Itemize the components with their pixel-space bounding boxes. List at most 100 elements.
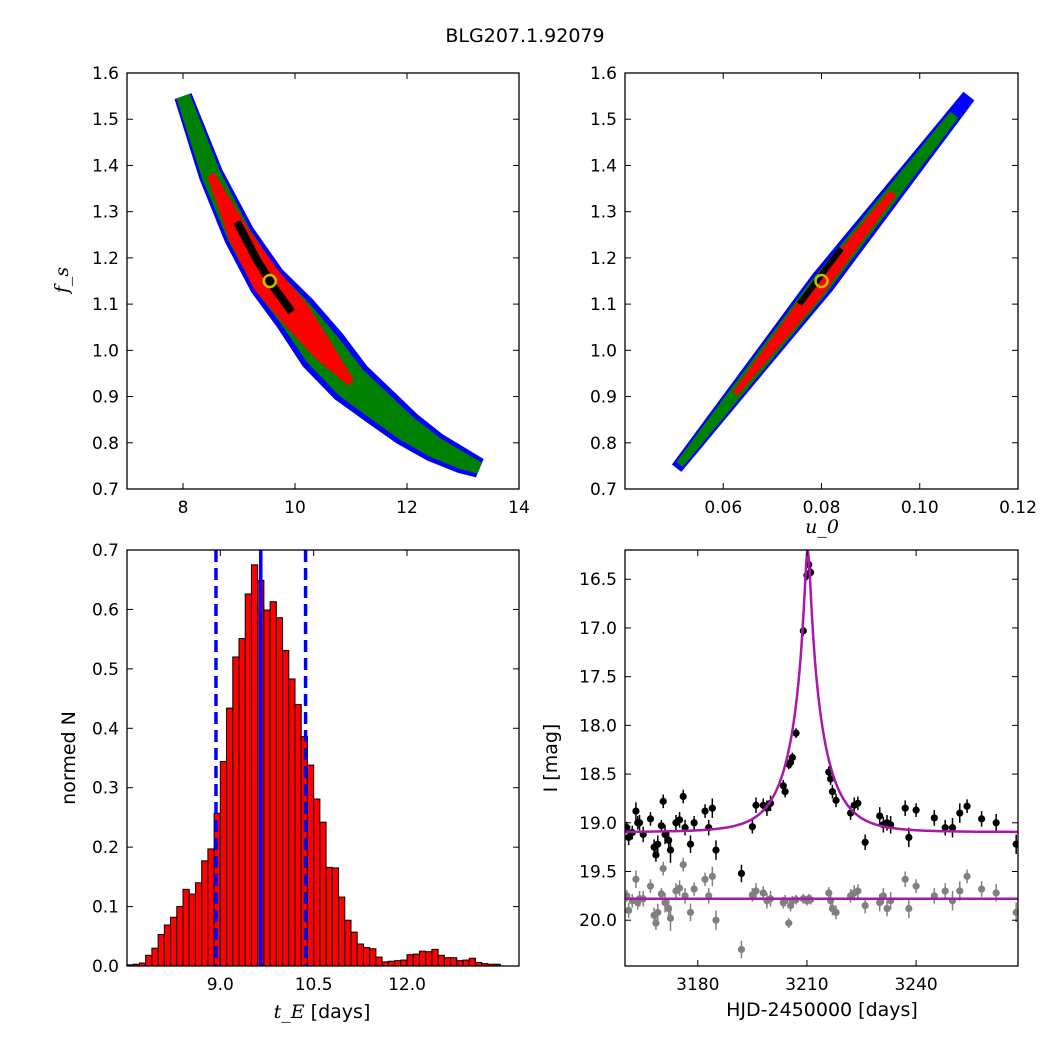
- primary-point: [828, 788, 837, 796]
- secondary-point: [625, 906, 633, 915]
- histogram-bar: [456, 960, 464, 967]
- panel-light-curve: 3180 3210 3240 16.5 17.0 17.5 18.0 18.5 19.0 19.5…: [540, 549, 1019, 1021]
- primary-point: [737, 869, 746, 878]
- secondary-point: [1012, 908, 1018, 917]
- region-outer: [174, 93, 484, 478]
- histogram-bar: [406, 954, 414, 967]
- panel-1-ytick-label: 1.0: [590, 341, 617, 361]
- histogram-bar: [412, 953, 420, 967]
- panel-1-xtick-label: 0.10: [901, 498, 939, 518]
- panel-1-ytick-label: 1.4: [590, 156, 617, 176]
- histogram-bar: [263, 609, 271, 967]
- panel-0-ytick-label: 1.2: [92, 249, 119, 269]
- primary-point: [901, 804, 909, 812]
- histogram-bar: [207, 848, 215, 967]
- panel-te-histogram-ylabel: normed N: [58, 711, 80, 805]
- panel-2-ytick-label: 0.7: [92, 541, 119, 561]
- best-fit-marker: [814, 273, 829, 289]
- panel-fs-vs-te-ylabel: f_s: [51, 267, 73, 296]
- secondary-point: [679, 861, 687, 869]
- secondary-point: [657, 890, 665, 898]
- secondary-point: [652, 919, 660, 927]
- secondary-point: [675, 884, 684, 892]
- histogram-bar: [219, 761, 228, 967]
- panel-2-xtick-label: 10.5: [295, 975, 333, 995]
- secondary-point: [632, 875, 640, 883]
- model-curve: [625, 550, 1018, 834]
- histogram-bar: [282, 649, 290, 967]
- secondary-point: [992, 889, 1000, 897]
- panel-2-ytick-label: 0.6: [92, 600, 119, 620]
- panel-1-xtick-label: 0.06: [704, 498, 742, 518]
- histogram-bar: [313, 798, 321, 967]
- panel-0-xtick-label: 10: [284, 498, 306, 518]
- histogram-bar: [201, 860, 209, 967]
- panel-1-ytick-label: 1.2: [590, 249, 617, 269]
- primary-point: [635, 819, 644, 827]
- histogram-bar: [170, 916, 178, 967]
- histogram-bar: [356, 943, 364, 967]
- panel-2-ytick-label: 0.0: [92, 957, 119, 977]
- histogram-bar: [151, 947, 159, 967]
- secondary-point: [686, 908, 695, 917]
- secondary-point: [883, 904, 891, 913]
- panel-3-ytick-label: 19.5: [579, 862, 617, 882]
- histogram-bar: [194, 882, 203, 967]
- histogram-bar: [163, 924, 172, 967]
- panel-0-xtick-label: 8: [178, 498, 189, 518]
- panel-0-ytick-label: 1.1: [92, 295, 119, 315]
- figure-title: BLG207.1.92079: [445, 25, 604, 47]
- panel-1-ytick-label: 1.6: [590, 64, 617, 84]
- histogram-bar: [338, 896, 346, 967]
- primary-point: [654, 840, 662, 848]
- panel-0-ytick-label: 1.5: [92, 110, 119, 130]
- panel-1-ytick-label: 1.3: [590, 203, 617, 223]
- panel-2-xtick-label: 9.0: [207, 975, 234, 995]
- primary-point: [788, 753, 796, 762]
- primary-point: [941, 824, 949, 832]
- histogram-bar: [431, 948, 439, 967]
- histogram-bar: [275, 617, 284, 967]
- histogram-bar: [394, 960, 402, 967]
- histogram-bar: [176, 906, 184, 967]
- panel-1-ytick-label: 1.5: [590, 110, 617, 130]
- primary-point: [1012, 840, 1018, 848]
- primary-point: [861, 838, 869, 846]
- panel-light-curve-plot: 3180 3210 3240 16.5 17.0 17.5 18.0 18.5 19.0 19.5…: [579, 549, 1019, 995]
- panel-3-ytick-label: 17.0: [579, 619, 617, 639]
- panel-2-frame: [126, 549, 520, 967]
- panel-3-ytick-label: 18.0: [579, 716, 617, 736]
- secondary-point: [690, 885, 698, 893]
- secondary-point: [978, 885, 986, 893]
- primary-point: [659, 797, 667, 805]
- panel-1-ytick-label: 0.9: [590, 388, 617, 408]
- panel-0-ytick-label: 1.4: [92, 156, 119, 176]
- secondary-point: [701, 875, 709, 883]
- primary-point: [912, 806, 920, 814]
- histogram-bar: [288, 678, 296, 967]
- histogram-bar: [226, 707, 234, 967]
- histogram-bar: [331, 867, 340, 967]
- histogram-bar: [213, 812, 221, 967]
- histogram-bar: [188, 893, 196, 967]
- panel-light-curve-xlabel: HJD-2450000 [days]: [726, 999, 918, 1021]
- panel-0-ytick-label: 0.7: [92, 480, 119, 500]
- histogram-bar: [350, 931, 358, 967]
- secondary-point: [832, 908, 840, 917]
- primary-point: [826, 775, 835, 783]
- panel-fs-vs-te-plot: 8 10 12 14 0.7 0.8 0.9 1.0 1.1 1.2 1.3 1.4 1.5 1.6: [92, 64, 530, 518]
- panel-fs-vs-u0-xlabel: u_0: [805, 516, 839, 538]
- panel-2-ytick-label: 0.5: [92, 660, 119, 680]
- secondary-point: [737, 945, 746, 954]
- panel-3-xtick-label: 3240: [894, 975, 937, 995]
- secondary-point: [785, 919, 793, 927]
- histogram-bar: [145, 954, 153, 967]
- histogram-bar: [443, 957, 452, 967]
- primary-point: [712, 846, 720, 854]
- panel-3-ytick-label: 20.0: [579, 911, 617, 931]
- primary-point: [679, 792, 687, 801]
- histogram-bar: [232, 656, 240, 967]
- histogram-bar: [157, 934, 165, 967]
